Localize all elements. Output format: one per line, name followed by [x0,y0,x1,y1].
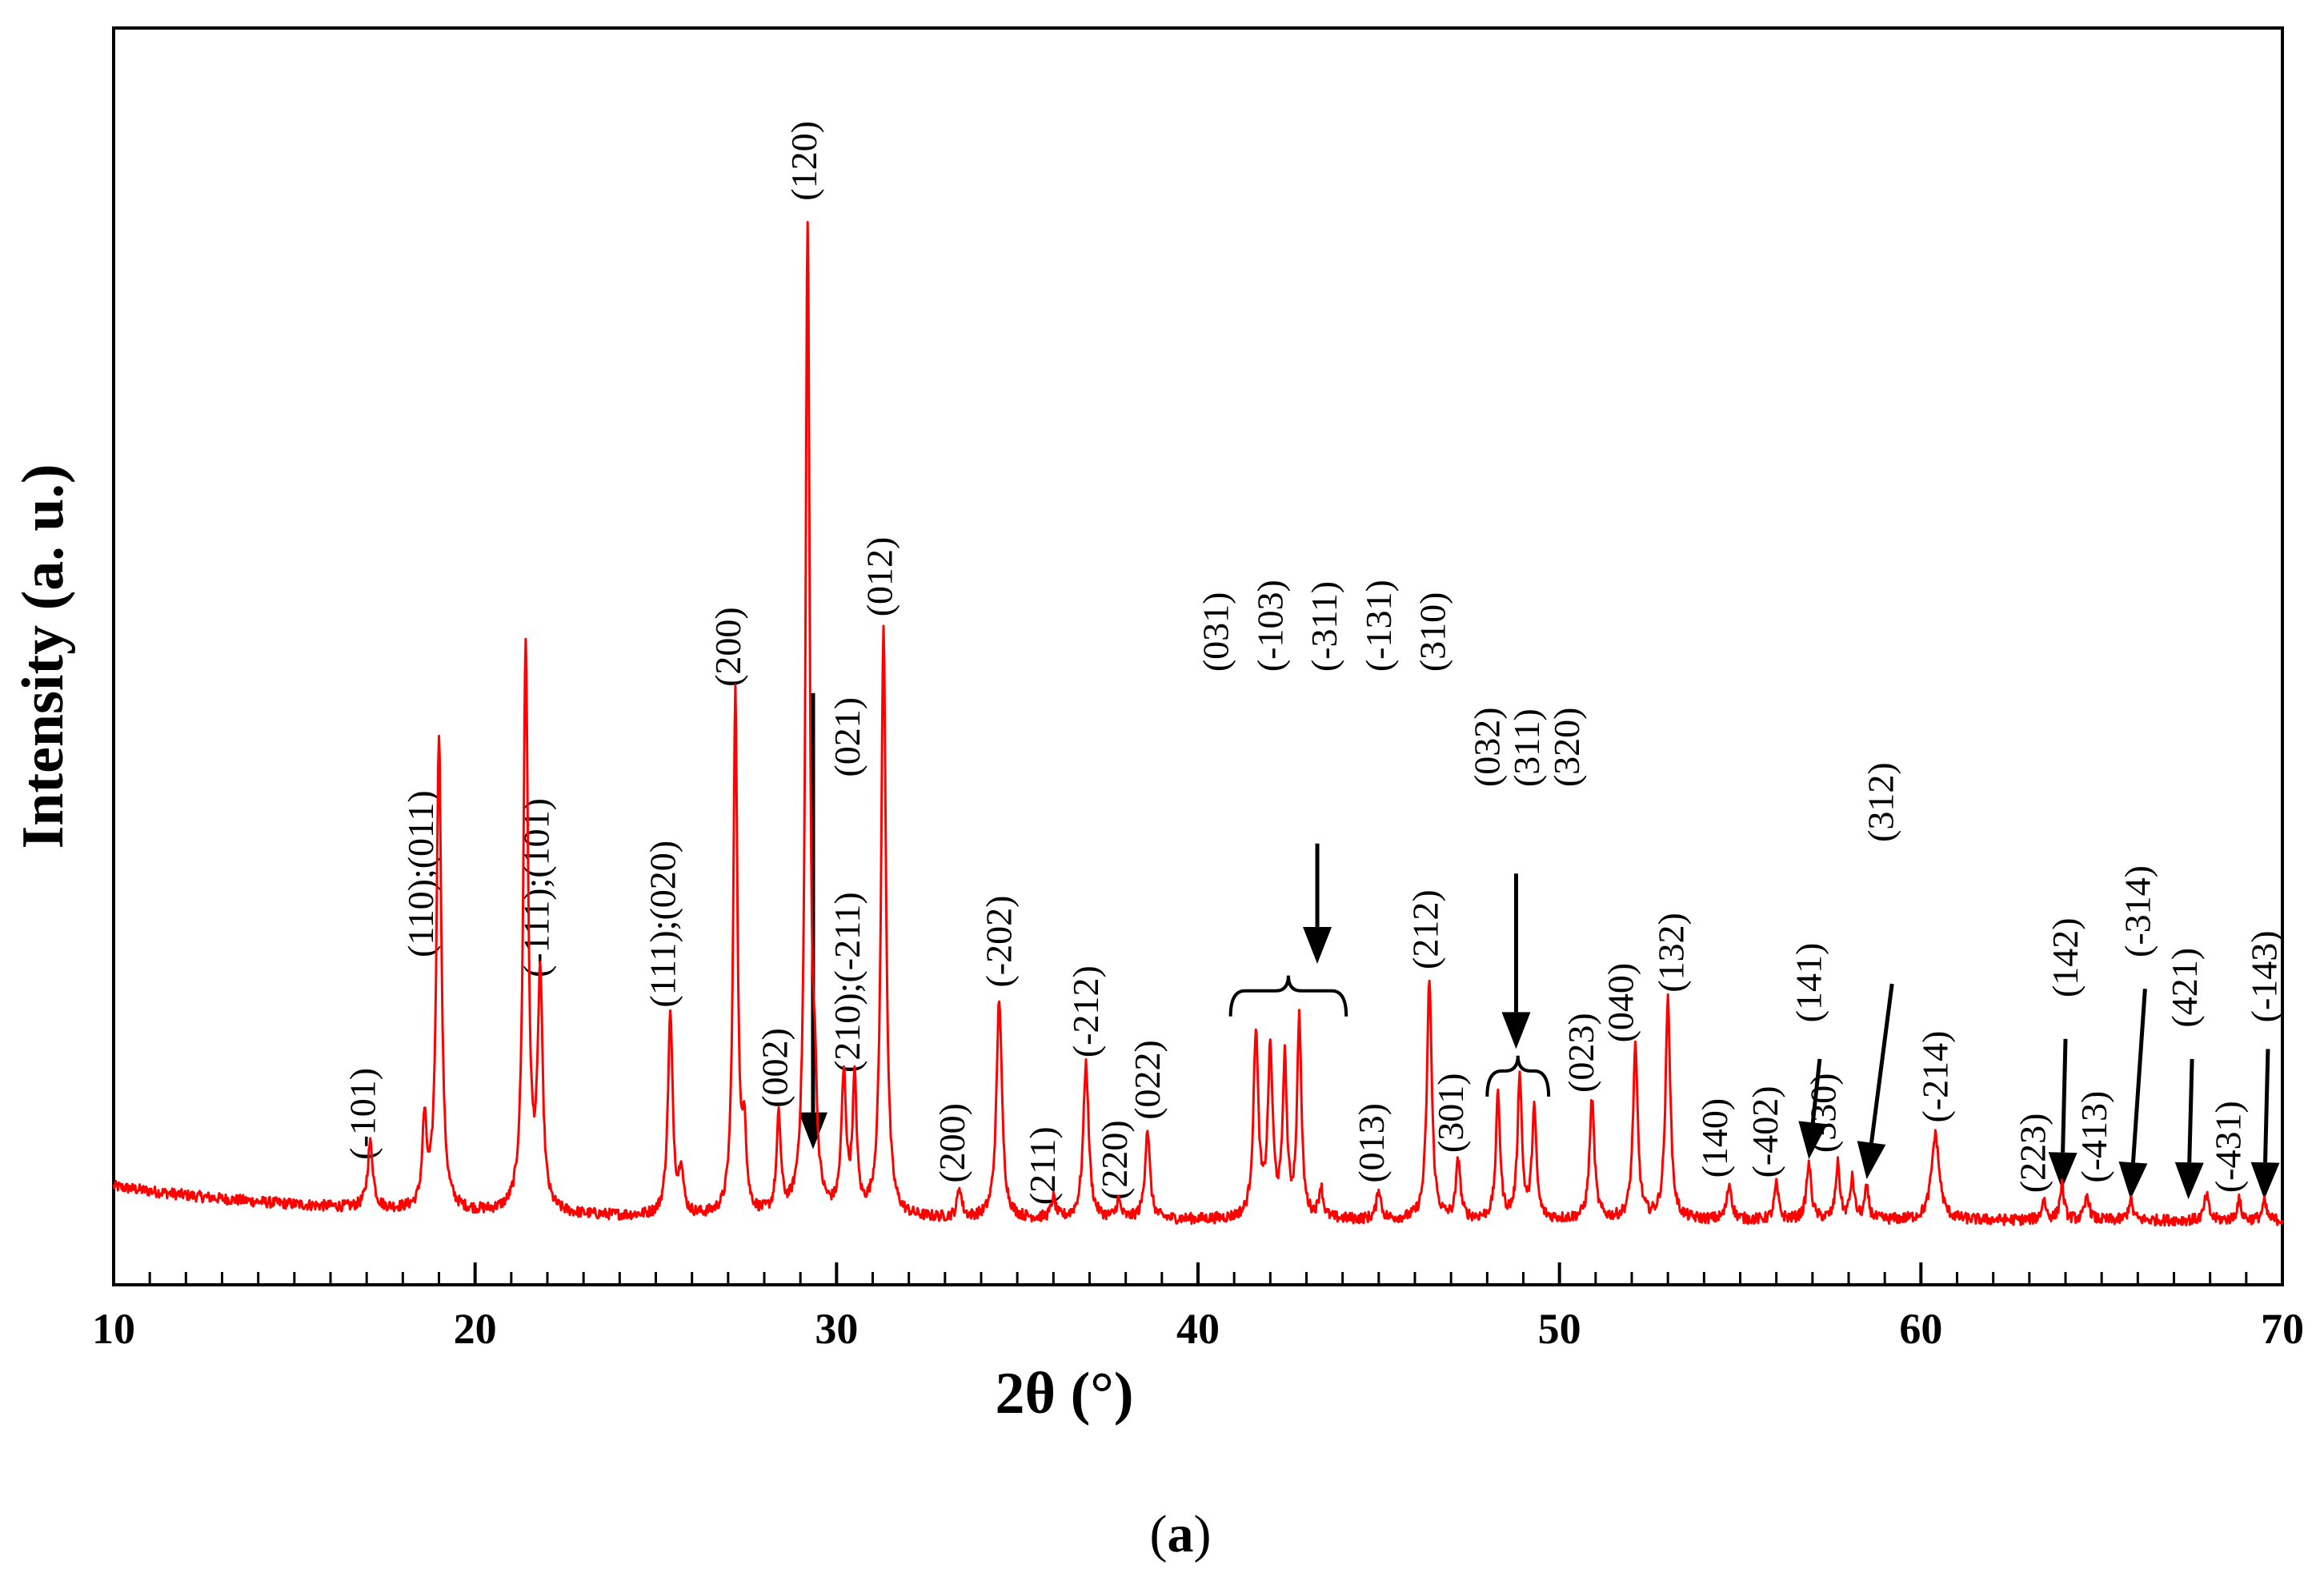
peak-label: (140) [1694,1098,1735,1178]
peak-label: (210);(-211) [827,892,867,1073]
pointer-arrow [2250,1049,2280,1200]
peak-label: (040) [1601,963,1641,1043]
peak-label: (312) [1861,762,1901,842]
peak-label: (311) [1506,708,1547,787]
peak-label: (-103) [1249,580,1290,672]
peak-label: (110);(011) [400,790,441,957]
peak-label: (-431) [2207,1101,2248,1193]
x-tick-label: 70 [2261,1305,2304,1353]
peak-label: (200) [707,607,748,687]
annotations-layer [798,692,2280,1200]
series-layer [112,221,2284,1227]
peak-label: (212) [1405,889,1446,969]
axis-layer: 10 20 30 40 50 60 70 [92,1262,2304,1353]
panel-label: (a) [1150,1505,1212,1563]
peak-label: (-212) [1065,965,1106,1057]
peak-label: (013) [1351,1103,1392,1183]
pointer-arrow [1501,873,1531,1049]
pointer-arrow [1798,1058,1828,1160]
x-tick-label: 40 [1176,1305,1220,1353]
peak-label: (320) [1546,707,1587,787]
peak-label: (200) [932,1103,972,1183]
y-axis-title: Intensity (a. u.) [10,463,76,849]
peak-label: (-402) [1745,1085,1785,1178]
peak-label: (132) [1651,913,1692,993]
peak-label: (032) [1466,707,1507,787]
peak-label: (021) [827,697,867,777]
peak-label: (-413) [2074,1091,2114,1183]
peak-label: (023) [1561,1013,1601,1093]
peak-label: (141) [1788,943,1829,1023]
pointer-arrow [1857,983,1894,1180]
peak-label: (310) [1412,592,1453,672]
peak-label: (142) [2045,917,2086,997]
panel-letter: a [1168,1505,1194,1563]
x-tick-label: 10 [92,1305,135,1353]
peak-label: (-311) [1304,581,1344,672]
peak-label: (211) [1022,1126,1063,1205]
peak-label: (002) [755,1028,795,1108]
peak-label: (120) [783,121,824,201]
pointer-arrow [2174,1058,2204,1200]
peak-label: (-131) [1358,580,1399,672]
pointer-arrow [2118,989,2148,1200]
pointer-arrow [2048,1038,2078,1190]
peak-label: (022) [1127,1040,1168,1120]
peak-label: (220) [1094,1120,1135,1200]
peak-label: (301) [1430,1073,1471,1153]
x-tick-label: 30 [815,1305,858,1353]
x-axis-title: 2θ (°) [995,1361,1133,1426]
peak-label: (-101) [343,1068,383,1160]
peak-label: (223) [2012,1114,2053,1194]
peak-label: (012) [859,537,900,617]
pointer-arrow [798,692,827,1150]
x-tick-label: 20 [454,1305,497,1353]
peak-group-brace [1228,975,1348,1017]
pointer-arrow [1303,843,1332,964]
peak-label: (-143) [2243,930,2284,1022]
peak-label: (-202) [979,896,1020,988]
peak-label: (031) [1196,592,1236,672]
peak-label: (-314) [2117,865,2158,957]
peak-label: (421) [2164,948,2205,1028]
x-tick-label: 50 [1538,1305,1581,1353]
peak-label: (111);(020) [643,841,683,1008]
peak-labels-layer: (-101)(110);(011) (-111);(101) (111);(020)… [343,121,2285,1205]
xrd-intensity-line [112,221,2284,1227]
x-tick-label: 60 [1899,1305,1942,1353]
peak-label: (-214) [1914,1031,1955,1123]
